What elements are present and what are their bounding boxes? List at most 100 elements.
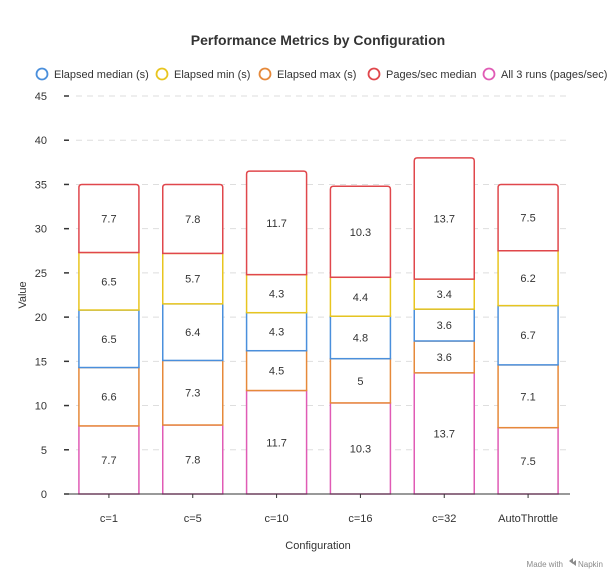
legend-marker-elapsed-min-s [155, 67, 169, 81]
bar-stack-c-16: 10.3 5 4.8 4.4 10.3 [329, 185, 392, 495]
y-tick-label: 40 [35, 135, 47, 147]
y-tick-label: 25 [35, 268, 47, 280]
y-tick-label: 0 [41, 489, 47, 501]
x-tick-label: c=5 [184, 513, 202, 525]
bar-stack-c-1: 7.7 6.6 6.5 6.5 7.7 [78, 183, 140, 495]
bar-segment-pages-sec-median [497, 183, 559, 252]
data-label: 6.4 [185, 327, 200, 339]
data-label: 4.3 [269, 327, 284, 339]
y-tick-label: 35 [35, 179, 47, 191]
bar-segment-pages-sec-median [329, 185, 392, 279]
data-label: 3.4 [437, 289, 452, 301]
bar-segment-elapsed-min-s [245, 273, 308, 314]
y-axis: 0 5 10 15 20 25 30 35 40 45 [35, 91, 69, 501]
bar-stack-c-10: 11.7 4.5 4.3 4.3 11.7 [245, 170, 308, 495]
bar-segment-elapsed-max-s [413, 340, 475, 374]
data-label: 7.5 [520, 456, 535, 468]
data-label: 4.4 [353, 292, 368, 304]
data-label: 4.8 [353, 332, 368, 344]
bar-segment-elapsed-max-s [162, 359, 224, 426]
chart-title: Performance Metrics by Configuration [191, 32, 445, 48]
data-label: 13.7 [434, 213, 455, 225]
bar-segment-pages-sec-median [245, 170, 308, 276]
bar-segment-elapsed-max-s [78, 366, 140, 427]
data-label: 11.7 [266, 218, 287, 230]
data-label: 10.3 [350, 227, 371, 239]
bar-segment-elapsed-median-s [162, 303, 224, 362]
bar-segment-elapsed-min-s [78, 251, 140, 311]
data-label: 7.7 [101, 213, 116, 225]
data-label: 5 [357, 376, 363, 388]
data-label: 6.7 [520, 330, 535, 342]
bar-segment-pages-sec-median [162, 183, 224, 255]
data-label: 6.5 [101, 276, 116, 288]
x-tick-label: c=10 [264, 513, 288, 525]
data-label: 13.7 [434, 428, 455, 440]
y-axis-label: Value [17, 281, 29, 308]
x-tick-label: c=32 [432, 513, 456, 525]
napkin-logo-icon [569, 558, 576, 566]
x-tick-label: c=16 [348, 513, 372, 525]
legend-label-elapsed-median-s: Elapsed median (s) [54, 69, 149, 81]
grid [76, 95, 570, 451]
watermark-brand: Napkin [578, 560, 603, 569]
bar-segment-all-3-runs-pages-sec [329, 402, 392, 495]
data-label: 7.8 [185, 455, 200, 467]
legend-label-pages-sec-median: Pages/sec median [386, 69, 477, 81]
y-tick-label: 15 [35, 356, 47, 368]
bar-segment-elapsed-min-s [329, 276, 392, 317]
legend-label-elapsed-min-s: Elapsed min (s) [174, 69, 250, 81]
legend-marker-pages-sec-median [367, 67, 381, 81]
data-label: 6.6 [101, 392, 116, 404]
data-label: 10.3 [350, 443, 371, 455]
bar-stack-autothrottle: 7.5 7.1 6.7 6.2 7.5 [497, 183, 559, 495]
bar-segment-elapsed-max-s [245, 349, 308, 392]
x-axis-label: Configuration [285, 540, 350, 552]
bar-segment-all-3-runs-pages-sec [245, 389, 308, 495]
data-label: 7.7 [101, 455, 116, 467]
bar-segment-elapsed-min-s [497, 250, 559, 307]
data-label: 5.7 [185, 274, 200, 286]
bar-stack-c-32: 13.7 3.6 3.6 3.4 13.7 [413, 157, 475, 495]
data-label: 7.5 [520, 213, 535, 225]
y-tick-label: 10 [35, 401, 47, 413]
bar-segment-elapsed-min-s [162, 252, 224, 305]
bar-segment-elapsed-median-s [78, 309, 140, 369]
data-label: 7.3 [185, 388, 200, 400]
x-tick-label: c=1 [100, 513, 118, 525]
y-tick-label: 20 [35, 312, 47, 324]
legend-label-elapsed-max-s: Elapsed max (s) [277, 69, 356, 81]
data-label: 4.3 [269, 289, 284, 301]
data-label: 7.8 [185, 214, 200, 226]
bar-stack-c-5: 7.8 7.3 6.4 5.7 7.8 [162, 183, 224, 495]
legend-marker-all-3-runs-pages-sec [482, 67, 496, 81]
legend-marker-elapsed-median-s [35, 67, 49, 81]
watermark: Made with Napkin [527, 558, 603, 569]
data-label: 6.2 [520, 273, 535, 285]
data-label: 6.5 [101, 334, 116, 346]
bar-segment-pages-sec-median [413, 157, 475, 280]
legend: Elapsed median (s) Elapsed min (s) Elapsed… [35, 67, 607, 81]
bar-segment-all-3-runs-pages-sec [162, 424, 224, 495]
bar-segment-elapsed-median-s [245, 311, 308, 352]
watermark-prefix: Made with [527, 560, 563, 569]
bars: 7.7 6.6 6.5 6.5 7.7 7.8 7.3 6.4 5.7 7.8 11.7 4.5 4.3… [78, 157, 559, 495]
x-axis: c=1 c=5 c=10 c=16 c=32 AutoThrottle [100, 494, 558, 525]
legend-marker-elapsed-max-s [258, 67, 272, 81]
x-tick-label: AutoThrottle [498, 513, 558, 525]
bar-segment-elapsed-median-s [413, 308, 475, 342]
data-label: 11.7 [266, 437, 287, 449]
bar-segment-pages-sec-median [78, 183, 140, 254]
bar-segment-elapsed-max-s [329, 357, 392, 404]
legend-label-all-3-runs-pages-sec: All 3 runs (pages/sec) [501, 69, 607, 81]
data-label: 7.1 [520, 391, 535, 403]
bar-segment-elapsed-median-s [329, 315, 392, 360]
data-label: 4.5 [269, 366, 284, 378]
y-tick-label: 30 [35, 224, 47, 236]
data-label: 3.6 [437, 320, 452, 332]
bar-segment-elapsed-max-s [497, 364, 559, 429]
y-tick-label: 45 [35, 91, 47, 103]
y-tick-label: 5 [41, 445, 47, 457]
data-label: 3.6 [437, 352, 452, 364]
